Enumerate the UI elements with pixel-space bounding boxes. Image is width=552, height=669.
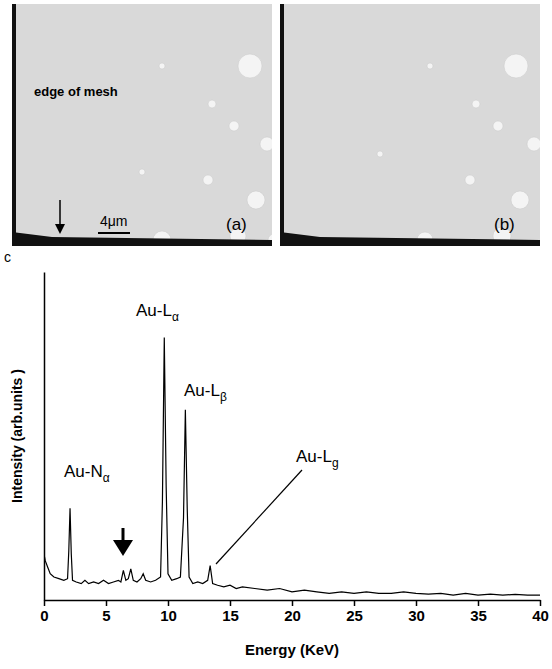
mesh-edge <box>280 232 540 246</box>
mesh-edge <box>12 232 272 246</box>
x-tick-label: 5 <box>102 607 110 624</box>
particle <box>139 169 145 175</box>
particle <box>493 121 503 131</box>
x-tick-mark <box>416 600 418 606</box>
particle <box>159 63 165 69</box>
particle <box>427 63 433 69</box>
peak-annotation: Au-Lα <box>136 301 179 324</box>
particle <box>377 151 383 157</box>
leader-line <box>216 470 302 564</box>
panel-label: (a) <box>226 215 247 234</box>
peak-annotation: Au-Lg <box>296 447 339 470</box>
particle <box>504 54 528 78</box>
x-tick-label: 40 <box>532 607 549 624</box>
particle <box>511 191 529 209</box>
particle <box>203 175 213 185</box>
scale-bar <box>98 232 130 234</box>
marks <box>44 338 540 595</box>
scale-bar-label: 4μm <box>100 213 128 229</box>
x-tick: 5 <box>102 600 110 624</box>
x-tick: 20 <box>284 600 301 624</box>
particle <box>247 191 265 209</box>
x-tick-mark <box>478 600 480 606</box>
peak-annotation: Au-Lβ <box>184 381 227 404</box>
particle <box>472 100 480 108</box>
x-tick: 10 <box>160 600 177 624</box>
panel-label: (b) <box>494 215 515 234</box>
peak-annotation: Au-Nα <box>64 462 110 485</box>
x-tick-mark <box>354 600 356 606</box>
x-tick-label: 25 <box>346 607 363 624</box>
particle <box>260 137 272 151</box>
x-tick-mark <box>106 600 108 606</box>
particle <box>208 100 216 108</box>
arrow-head <box>113 540 133 556</box>
particle <box>229 121 239 131</box>
x-tick: 35 <box>470 600 487 624</box>
micrograph-panel: (b) <box>280 4 541 248</box>
arrow <box>122 528 125 542</box>
x-tick: 0 <box>40 600 48 624</box>
image-annotation: edge of mesh <box>34 84 118 99</box>
micrograph-image <box>12 4 272 246</box>
figure: (a) edge of mesh 4μm (b) c 0 5 10 15 20 25 30 35 40 Au… <box>0 0 552 669</box>
arrow <box>59 200 61 226</box>
x-tick: 25 <box>346 600 363 624</box>
x-tick-label: 35 <box>470 607 487 624</box>
mesh-edge <box>12 4 16 246</box>
x-tick-label: 30 <box>408 607 425 624</box>
x-tick-mark <box>292 600 294 606</box>
micrograph-background <box>280 4 540 246</box>
arrow-head <box>55 224 65 234</box>
particle <box>527 137 540 151</box>
x-tick-mark <box>44 600 46 606</box>
x-tick-label: 10 <box>160 607 177 624</box>
x-axis: 0 5 10 15 20 25 30 35 40 <box>40 600 549 624</box>
x-tick-label: 20 <box>284 607 301 624</box>
x-tick-label: 15 <box>222 607 239 624</box>
y-axis-line <box>44 273 46 601</box>
x-tick-label: 0 <box>40 607 48 624</box>
particle <box>465 175 475 185</box>
mesh-edge <box>280 4 284 246</box>
particle <box>238 54 262 78</box>
micrograph-image <box>280 4 540 246</box>
spectrum-line <box>44 338 540 595</box>
plot: 0 5 10 15 20 25 30 35 40 Au-Nα Au-Lα Au-Lβ Au-Lg <box>40 273 549 624</box>
y-axis-title: Intensity (arb.units ) <box>9 369 25 503</box>
x-axis-title: Energy (KeV) <box>245 641 339 658</box>
x-tick-mark <box>168 600 170 606</box>
x-tick-mark <box>230 600 232 606</box>
panel-label: c <box>4 249 11 265</box>
x-tick: 15 <box>222 600 239 624</box>
micrograph-background <box>12 4 272 246</box>
y-axis <box>44 273 45 601</box>
x-tick: 40 <box>532 600 549 624</box>
micrograph-panel: (a) edge of mesh 4μm <box>12 4 280 249</box>
x-tick: 30 <box>408 600 425 624</box>
x-tick-mark <box>540 600 542 606</box>
